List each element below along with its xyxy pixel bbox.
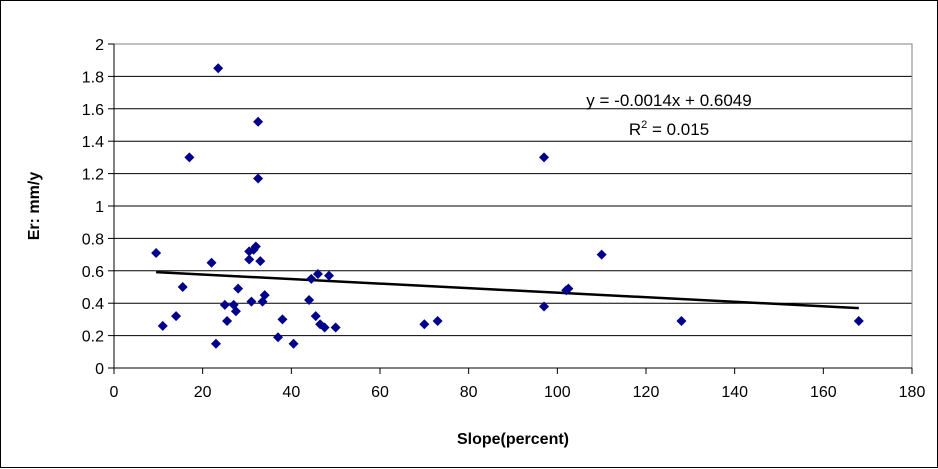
data-point xyxy=(210,338,221,349)
y-tick-label: 1 xyxy=(95,199,104,216)
data-point xyxy=(255,256,266,267)
tick-labels: 00.20.40.60.811.21.41.61.820 20 40 60 80 100 1… xyxy=(82,37,926,401)
data-point xyxy=(319,322,330,333)
data-point xyxy=(596,249,607,260)
data-point xyxy=(853,316,864,327)
y-tick-label: 0.6 xyxy=(82,264,104,281)
data-point xyxy=(250,241,261,252)
x-tick-label: 120 xyxy=(633,384,660,401)
data-point xyxy=(151,247,162,258)
x-tick-label: 160 xyxy=(810,384,837,401)
data-point xyxy=(253,173,264,184)
x-tick-label: 140 xyxy=(721,384,748,401)
y-tick-label: 1.6 xyxy=(82,102,104,119)
trendline-equation: y = -0.0014x + 0.6049 xyxy=(586,91,751,110)
data-point xyxy=(563,283,574,294)
data-point xyxy=(219,299,230,310)
data-point xyxy=(306,273,317,284)
data-point xyxy=(171,311,182,322)
y-tick-label: 2 xyxy=(95,37,104,54)
data-point xyxy=(539,301,550,312)
x-tick-label: 20 xyxy=(194,384,212,401)
x-tick-label: 100 xyxy=(544,384,571,401)
data-point xyxy=(246,296,257,307)
data-point xyxy=(330,322,341,333)
data-point xyxy=(184,152,195,163)
y-tick-label: 0.4 xyxy=(82,296,104,313)
data-point xyxy=(676,316,687,327)
x-tick-label: 80 xyxy=(460,384,478,401)
data-point xyxy=(288,338,299,349)
data-point xyxy=(304,294,315,305)
trendline-group xyxy=(156,270,859,310)
data-point xyxy=(312,269,323,280)
data-point xyxy=(177,282,188,292)
gridlines xyxy=(114,43,912,337)
trendline xyxy=(156,270,859,310)
y-tick-label: 1.2 xyxy=(82,167,104,184)
r-squared-label: R2 = 0.015 xyxy=(629,119,709,139)
y-tick-label: 0.8 xyxy=(82,231,104,248)
data-point xyxy=(419,319,430,330)
data-point xyxy=(259,290,270,301)
x-tick-label: 40 xyxy=(282,384,300,401)
x-tick-label: 60 xyxy=(371,384,389,401)
data-point xyxy=(539,152,550,163)
data-point xyxy=(273,332,284,343)
data-point xyxy=(310,311,321,322)
data-point xyxy=(432,316,443,327)
data-points xyxy=(151,63,864,349)
y-tick-label: 1.4 xyxy=(82,134,104,151)
data-point xyxy=(233,283,244,294)
x-tick-label: 180 xyxy=(899,384,926,401)
data-point xyxy=(213,63,224,74)
data-point xyxy=(157,320,168,331)
data-point xyxy=(244,254,255,265)
y-tick-label: 0 xyxy=(95,361,104,378)
data-point xyxy=(324,270,335,281)
x-tick-label: 0 xyxy=(110,384,119,401)
data-point xyxy=(230,306,241,317)
y-tick-label: 1.8 xyxy=(82,69,104,86)
data-point xyxy=(206,257,217,268)
data-point xyxy=(222,316,233,327)
r-squared-superscript: 2 xyxy=(641,119,647,131)
y-tick-label: 0.2 xyxy=(82,329,104,346)
data-point xyxy=(277,314,288,325)
axes xyxy=(108,43,913,374)
data-point xyxy=(253,116,264,127)
x-axis-title: Slope(percent) xyxy=(457,431,569,448)
y-axis-title: Er: mm/y xyxy=(26,172,43,241)
r-squared-r: R xyxy=(629,120,641,139)
r-squared-value: = 0.015 xyxy=(647,120,709,139)
